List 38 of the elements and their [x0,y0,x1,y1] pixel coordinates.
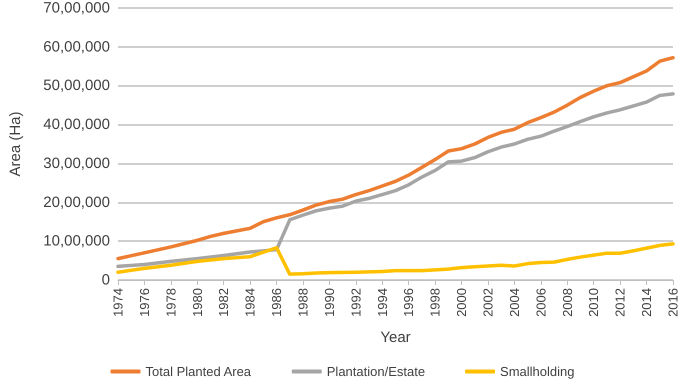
y-tick-label: 10,00,000 [43,232,110,250]
x-axis-title: Year [380,329,411,346]
x-tick-label: 2000 [454,288,470,317]
line-series [116,56,675,260]
line-series [116,242,675,276]
x-tick-label: 1994 [374,288,390,317]
x-tick-label: 2006 [533,288,548,317]
x-tick-label: 1992 [348,288,364,317]
y-tick-label: 0 [102,272,110,288]
x-tick-label: 2008 [560,288,575,317]
line-series [116,92,675,268]
x-tick-label: 2002 [480,288,496,317]
x-tick-label: 2014 [639,288,654,317]
y-tick-label: 70,00,000 [43,0,110,16]
y-tick-label: 40,00,000 [43,116,110,134]
x-tick-label: 1990 [322,288,337,317]
x-tick-label: 1996 [401,288,416,317]
x-tick-label: 1988 [296,288,310,317]
x-tick-label: 1976 [136,288,152,317]
y-tick-label: 30,00,000 [43,154,110,172]
x-tick-label: 2010 [586,288,602,317]
x-tick-label: 1974 [110,288,126,317]
y-tick-label: 60,00,000 [43,38,110,56]
x-tick-label: 2016 [666,288,680,317]
x-tick-label: 1980 [190,288,205,317]
x-tick-label: 1982 [216,288,232,317]
x-tick-label: 2012 [612,288,628,317]
x-tick-label: 1984 [242,288,258,317]
legend-label: Total Planted Area [146,364,252,379]
legend-label: Smallholding [500,364,574,379]
x-tick-label: 1998 [428,288,443,317]
y-tick-label: 50,00,000 [43,77,110,94]
x-tick-label: 1978 [163,288,178,317]
x-tick-label: 1986 [269,288,284,317]
x-tick-label: 2004 [506,288,522,317]
y-axis-title: Area (Ha) [7,111,24,177]
y-tick-label: 20,00,000 [43,194,110,211]
legend-label: Plantation/Estate [326,364,426,379]
